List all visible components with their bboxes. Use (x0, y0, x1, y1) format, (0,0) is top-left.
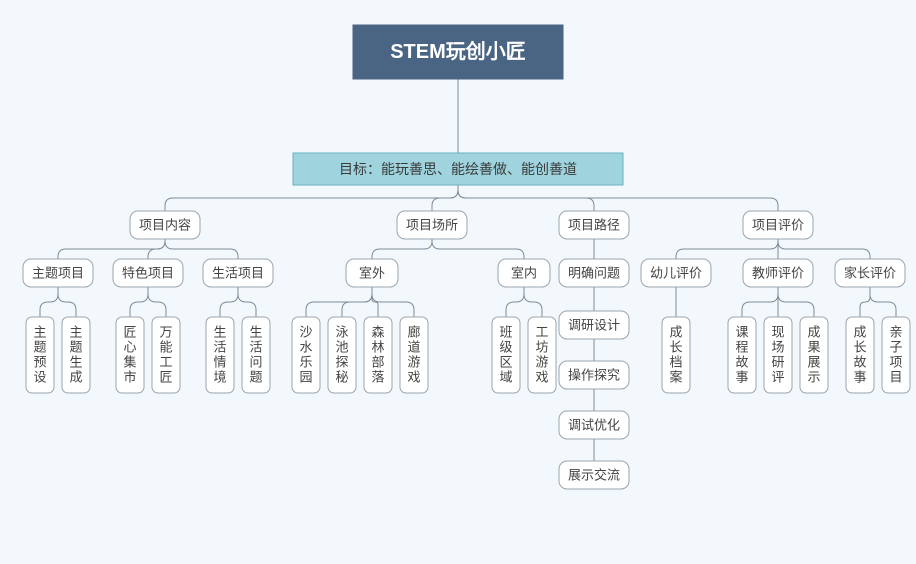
leaf-16: 成长故事 (846, 317, 874, 393)
leaf-14-label: 现场研评 (771, 325, 784, 385)
leaf-15: 成果展示 (800, 317, 828, 393)
levelB-outdoor: 室外 (346, 259, 398, 287)
levelB-feature-label: 特色项目 (122, 266, 174, 281)
leaf-1-label: 主题生成 (69, 325, 82, 385)
levelA-eval: 项目评价 (743, 211, 813, 239)
leaf-9-label: 廊道游戏 (407, 325, 420, 385)
leaf-12: 成长档案 (662, 317, 690, 393)
leaf-7-label: 泳池探秘 (335, 325, 348, 385)
levelA-path: 项目路径 (559, 211, 629, 239)
levelB-theme: 主题项目 (23, 259, 93, 287)
leaf-5-label: 生活问题 (249, 325, 262, 385)
leaf-2-label: 匠心集市 (123, 325, 136, 385)
leaf-7: 泳池探秘 (328, 317, 356, 393)
levelB-outdoor-label: 室外 (359, 266, 385, 281)
levelB-child-label: 幼儿评价 (650, 266, 702, 281)
leaf-6-label: 沙水乐园 (299, 325, 312, 385)
levelB-teacher: 教师评价 (743, 259, 813, 287)
leaf-17: 亲子项目 (882, 317, 910, 393)
levelB-teacher-label: 教师评价 (752, 266, 804, 281)
levelB-feature: 特色项目 (113, 259, 183, 287)
leaf-15-label: 成果展示 (807, 325, 820, 385)
leaf-3: 万能工匠 (152, 317, 180, 393)
leaf-8-label: 森林部落 (371, 325, 384, 385)
leaf-4: 生活情境 (206, 317, 234, 393)
leaf-8: 森林部落 (364, 317, 392, 393)
chain-0-label: 调研设计 (568, 318, 620, 333)
levelB-parent: 家长评价 (835, 259, 905, 287)
leaf-6: 沙水乐园 (292, 317, 320, 393)
leaf-17-label: 亲子项目 (889, 325, 902, 385)
levelA-content: 项目内容 (130, 211, 200, 239)
leaf-14: 现场研评 (764, 317, 792, 393)
levelA-place: 项目场所 (397, 211, 467, 239)
leaf-11: 工坊游戏 (528, 317, 556, 393)
levelB-life-label: 生活项目 (212, 266, 264, 281)
levelB-indoor: 室内 (498, 259, 550, 287)
root-node: STEM玩创小匠 (353, 25, 563, 79)
levelA-eval-label: 项目评价 (752, 218, 804, 233)
leaf-0-label: 主题预设 (33, 325, 46, 385)
leaf-12-label: 成长档案 (669, 325, 682, 385)
chain-2: 调试优化 (559, 411, 629, 439)
levelB-parent-label: 家长评价 (844, 266, 896, 281)
chain-1-label: 操作探究 (568, 368, 620, 383)
levelA-path-label: 项目路径 (568, 218, 620, 233)
levelA-content-label: 项目内容 (139, 218, 191, 233)
leaf-3-label: 万能工匠 (159, 325, 172, 385)
leaf-0: 主题预设 (26, 317, 54, 393)
root-node-label: STEM玩创小匠 (390, 39, 526, 63)
leaf-9: 廊道游戏 (400, 317, 428, 393)
chain-0: 调研设计 (559, 311, 629, 339)
chain-3: 展示交流 (559, 461, 629, 489)
leaf-16-label: 成长故事 (853, 325, 866, 385)
levelB-clarify: 明确问题 (559, 259, 629, 287)
levelB-child: 幼儿评价 (641, 259, 711, 287)
levelB-life: 生活项目 (203, 259, 273, 287)
leaf-13: 课程故事 (728, 317, 756, 393)
levelA-place-label: 项目场所 (406, 218, 458, 233)
levelB-theme-label: 主题项目 (32, 266, 84, 281)
levelB-indoor-label: 室内 (511, 266, 537, 281)
chain-3-label: 展示交流 (568, 468, 620, 483)
leaf-10-label: 班级区域 (499, 325, 512, 385)
leaf-11-label: 工坊游戏 (535, 325, 548, 385)
goal-node-label: 目标：能玩善思、能绘善做、能创善道 (339, 161, 577, 177)
levelB-clarify-label: 明确问题 (568, 266, 620, 281)
leaf-4-label: 生活情境 (213, 325, 226, 385)
leaf-5: 生活问题 (242, 317, 270, 393)
leaf-2: 匠心集市 (116, 317, 144, 393)
leaf-13-label: 课程故事 (735, 325, 748, 385)
chain-1: 操作探究 (559, 361, 629, 389)
goal-node: 目标：能玩善思、能绘善做、能创善道 (293, 153, 623, 185)
chain-2-label: 调试优化 (568, 418, 620, 433)
leaf-1: 主题生成 (62, 317, 90, 393)
leaf-10: 班级区域 (492, 317, 520, 393)
